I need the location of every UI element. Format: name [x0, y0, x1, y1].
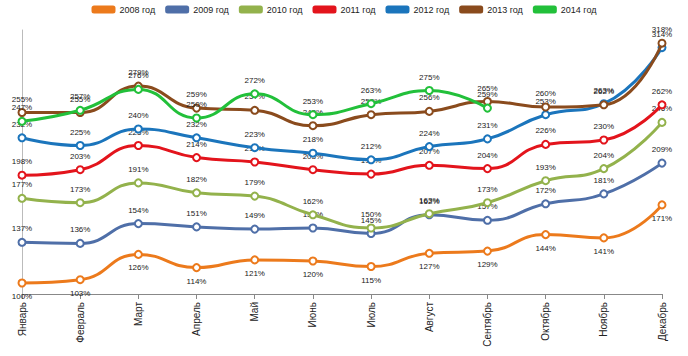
svg-text:275%: 275% [419, 73, 439, 82]
svg-text:Январь: Январь [17, 302, 28, 336]
svg-text:Июнь: Июнь [307, 302, 318, 327]
svg-text:272%: 272% [244, 76, 264, 85]
svg-text:Июль: Июль [366, 302, 377, 328]
svg-text:276%: 276% [128, 71, 148, 80]
svg-text:179%: 179% [244, 178, 264, 187]
svg-text:177%: 177% [12, 180, 32, 189]
svg-text:2014 год: 2014 год [561, 5, 597, 15]
svg-text:207%: 207% [419, 147, 440, 157]
svg-text:253%: 253% [535, 96, 556, 106]
svg-text:257%: 257% [70, 92, 90, 101]
svg-text:151%: 151% [186, 209, 206, 218]
svg-text:137%: 137% [12, 224, 32, 233]
svg-text:173%: 173% [70, 185, 90, 194]
svg-text:115%: 115% [361, 276, 381, 285]
svg-text:145%: 145% [360, 215, 382, 225]
svg-text:191%: 191% [128, 165, 148, 174]
svg-text:250%: 250% [186, 100, 206, 109]
svg-text:126%: 126% [128, 263, 148, 272]
svg-text:226%: 226% [535, 126, 555, 135]
svg-text:240%: 240% [128, 111, 148, 120]
svg-text:2011 год: 2011 год [341, 5, 377, 15]
svg-text:262%: 262% [652, 87, 672, 96]
svg-text:144%: 144% [535, 244, 555, 253]
svg-text:150%: 150% [361, 210, 381, 219]
svg-text:163%: 163% [419, 196, 439, 205]
svg-text:231%: 231% [477, 121, 497, 130]
svg-text:212%: 212% [361, 142, 381, 151]
svg-text:Март: Март [133, 302, 144, 326]
svg-text:265%: 265% [477, 83, 498, 93]
svg-text:193%: 193% [535, 163, 555, 172]
svg-text:232%: 232% [11, 119, 33, 129]
svg-text:259%: 259% [186, 90, 206, 99]
svg-text:127%: 127% [419, 262, 439, 271]
svg-text:149%: 149% [244, 211, 264, 220]
svg-text:121%: 121% [244, 269, 264, 278]
svg-text:232%: 232% [186, 119, 207, 129]
svg-text:103%: 103% [70, 289, 90, 298]
svg-text:154%: 154% [128, 206, 148, 215]
svg-text:Апрель: Апрель [191, 302, 202, 336]
svg-text:136%: 136% [70, 225, 90, 234]
svg-text:162%: 162% [303, 197, 323, 206]
svg-text:209%: 209% [652, 145, 672, 154]
svg-text:253%: 253% [303, 97, 323, 106]
svg-text:2013 год: 2013 год [487, 5, 523, 15]
svg-text:173%: 173% [477, 185, 497, 194]
svg-text:Май: Май [249, 302, 260, 322]
svg-text:214%: 214% [186, 139, 207, 149]
svg-text:255%: 255% [12, 95, 32, 104]
svg-text:114%: 114% [187, 277, 207, 286]
svg-text:141%: 141% [594, 247, 614, 256]
svg-text:120%: 120% [303, 270, 323, 279]
svg-text:Февраль: Февраль [75, 302, 86, 343]
svg-text:204%: 204% [477, 151, 497, 160]
svg-text:172%: 172% [535, 186, 555, 195]
svg-text:Октябрь: Октябрь [540, 302, 551, 341]
svg-text:218%: 218% [303, 135, 323, 144]
svg-text:224%: 224% [419, 129, 439, 138]
svg-text:263%: 263% [361, 86, 381, 95]
svg-text:210%: 210% [244, 144, 265, 153]
svg-text:203%: 203% [70, 152, 90, 161]
svg-text:171%: 171% [652, 214, 672, 223]
svg-text:225%: 225% [70, 128, 90, 137]
svg-text:260%: 260% [535, 89, 555, 98]
svg-text:259%: 259% [477, 90, 497, 99]
svg-text:318%: 318% [652, 25, 672, 34]
svg-text:129%: 129% [477, 260, 497, 269]
svg-text:2012 год: 2012 год [413, 5, 449, 15]
svg-text:2010 год: 2010 год [267, 5, 303, 15]
svg-text:Август: Август [424, 302, 435, 333]
svg-text:198%: 198% [12, 157, 32, 166]
svg-text:223%: 223% [244, 130, 264, 139]
svg-text:204%: 204% [594, 151, 614, 160]
svg-text:150%: 150% [302, 210, 324, 219]
svg-text:199%: 199% [360, 156, 382, 166]
svg-text:Ноябрь: Ноябрь [598, 302, 609, 337]
svg-text:Декабрь: Декабрь [657, 302, 668, 341]
svg-text:247%: 247% [12, 103, 32, 112]
svg-text:Сентябрь: Сентябрь [482, 302, 493, 347]
svg-text:157%: 157% [477, 202, 498, 212]
svg-text:246%: 246% [651, 104, 673, 114]
svg-text:100%: 100% [12, 292, 32, 301]
svg-text:230%: 230% [594, 122, 614, 131]
svg-text:2009 год: 2009 год [193, 5, 229, 15]
svg-text:256%: 256% [419, 93, 440, 103]
svg-text:262%: 262% [594, 87, 614, 96]
svg-text:182%: 182% [186, 175, 206, 184]
svg-text:2008 год: 2008 год [120, 5, 156, 15]
svg-text:181%: 181% [594, 176, 614, 185]
